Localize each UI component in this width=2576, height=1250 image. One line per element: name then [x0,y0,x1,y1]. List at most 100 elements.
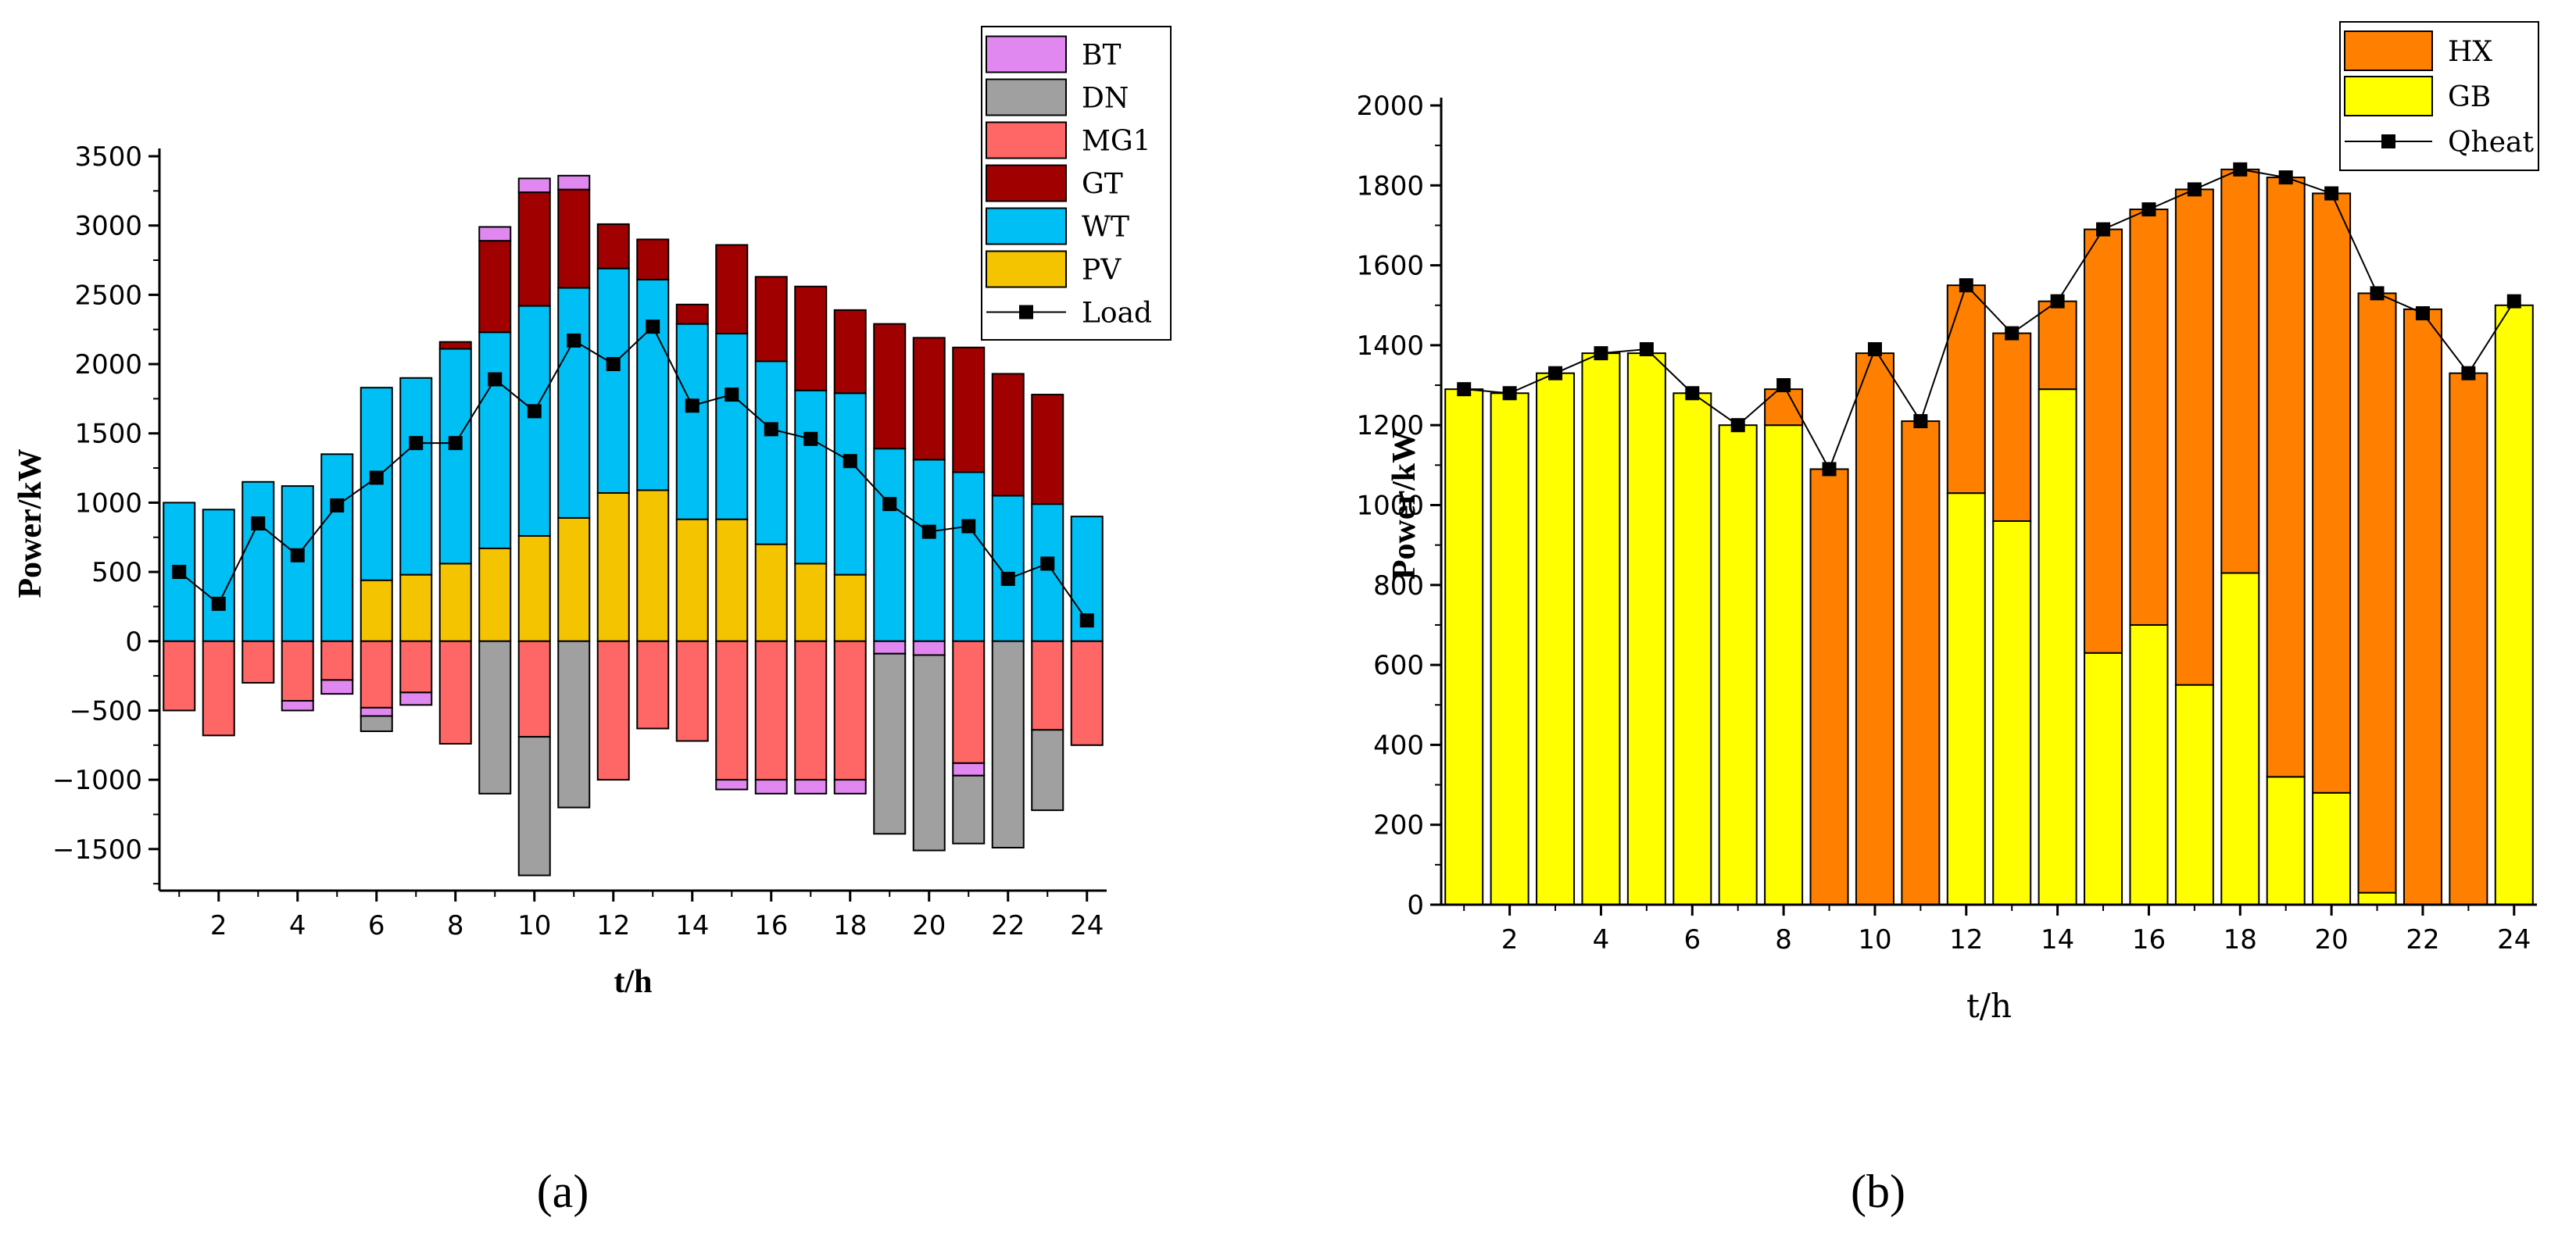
legend-label-dn: DN [1082,83,1129,115]
bar-gb-t2 [1490,392,1530,905]
bar-hx-t8 [1764,388,1804,427]
y-axis-title: Power/kW [1386,430,1422,580]
bar-pv-t17 [794,562,828,642]
legend-label-bt: BT [1082,40,1121,72]
bar-bt-t16 [754,779,788,795]
legend-swatch-wt [986,207,1067,245]
bar-dn-t22 [991,640,1025,849]
y-tick-label: 500 [91,557,142,588]
legend-label-hx: HX [2448,36,2492,68]
y-tick-label: 3500 [74,141,142,173]
point-load-t9 [488,372,503,387]
x-tick-label: 10 [517,910,551,941]
bar-gt-t13 [636,238,670,280]
x-axis-title: t/h [1966,987,2012,1025]
x-tick-label: 14 [675,910,709,941]
bar-wt-t3 [242,480,275,642]
y-tick-label: 0 [125,627,142,658]
bar-mg1-t23 [1031,640,1064,731]
point-load-t6 [369,470,384,485]
bar-gb-t13 [1992,520,2032,906]
bar-gb-t24 [2494,304,2534,905]
bar-mg1-t8 [438,640,472,745]
bar-pv-t7 [399,573,433,642]
bar-bt-t18 [833,779,867,795]
y-tick-label: 1200 [1356,410,1424,441]
bar-pv-t8 [438,562,472,642]
point-load-t23 [1040,556,1055,571]
x-tick-label: 18 [833,910,867,941]
point-load-t5 [330,498,345,512]
bar-wt-t9 [478,331,512,549]
bar-gt-t11 [557,188,591,289]
bar-hx-t21 [2357,292,2397,894]
point-qheat-t12 [1959,278,1973,293]
legend-swatch-gb [2344,76,2433,116]
bar-wt-t10 [517,305,551,537]
bar-gt-t12 [596,223,630,270]
point-load-t14 [685,398,699,413]
legend-swatch-gt [986,164,1067,202]
bar-mg1-t4 [281,640,314,702]
point-qheat-t2 [1502,386,1517,401]
bar-gb-t20 [2312,791,2352,906]
bar-dn-t20 [912,654,946,852]
bar-mg1-t12 [596,640,630,781]
point-load-t1 [172,565,187,580]
bar-hx-t11 [1901,420,1941,905]
bar-bt-t19 [873,640,907,655]
point-load-t8 [448,436,463,451]
bar-wt-t14 [675,323,709,520]
bar-hx-t9 [1809,468,1849,905]
point-load-t22 [1000,571,1015,586]
bar-bt-t15 [715,779,749,791]
bar-gt-t17 [794,285,828,391]
bar-gt-t8 [438,341,472,350]
legend-marker-load [1019,305,1033,320]
bar-hx-t10 [1855,352,1894,905]
bar-hx-t18 [2220,168,2260,574]
y-tick-label: −1000 [52,765,142,796]
point-load-t20 [921,524,936,539]
bar-gb-t16 [2129,623,2169,905]
bar-mg1-t5 [320,640,354,681]
bar-gb-t19 [2266,776,2306,905]
point-qheat-t6 [1685,386,1700,401]
x-tick-label: 24 [2497,924,2531,955]
bar-bt-t4 [281,700,314,712]
point-load-t10 [527,404,542,419]
y-tick-label: 1800 [1356,170,1424,202]
y-tick-label: −1500 [52,834,142,866]
bar-hx-t22 [2402,308,2442,905]
point-load-t7 [409,436,424,451]
legend-b: HX GB Qheat [2339,21,2539,171]
bar-gb-t17 [2174,684,2214,905]
legend-label-load: Load [1082,298,1152,330]
bar-gb-t7 [1718,424,1758,905]
bar-hx-t19 [2266,177,2306,778]
bar-bt-t21 [952,762,986,777]
point-qheat-t4 [1594,346,1608,361]
y-axis-title: Power/kW [13,448,48,598]
bar-pv-t16 [754,543,788,642]
x-tick-label: 20 [2314,924,2348,955]
point-qheat-t13 [2005,326,2020,341]
bar-mg1-t3 [242,640,275,684]
bar-wt-t4 [281,485,314,642]
legend-marker-qheat [2381,134,2395,148]
y-tick-label: 1600 [1356,251,1424,282]
point-qheat-t23 [2461,366,2476,380]
bar-wt-t7 [399,377,433,576]
legend-label-qheat: Qheat [2448,127,2534,159]
legend-label-gt: GT [1082,169,1123,201]
point-load-t13 [646,320,660,334]
point-qheat-t22 [2415,305,2430,320]
bar-pv-t15 [715,518,749,642]
legend-label-wt: WT [1082,212,1129,244]
x-tick-label: 20 [912,910,946,941]
legend-label-pv: PV [1082,255,1122,287]
bar-wt-t21 [952,471,986,642]
point-load-t12 [606,357,621,372]
point-qheat-t19 [2278,170,2293,185]
